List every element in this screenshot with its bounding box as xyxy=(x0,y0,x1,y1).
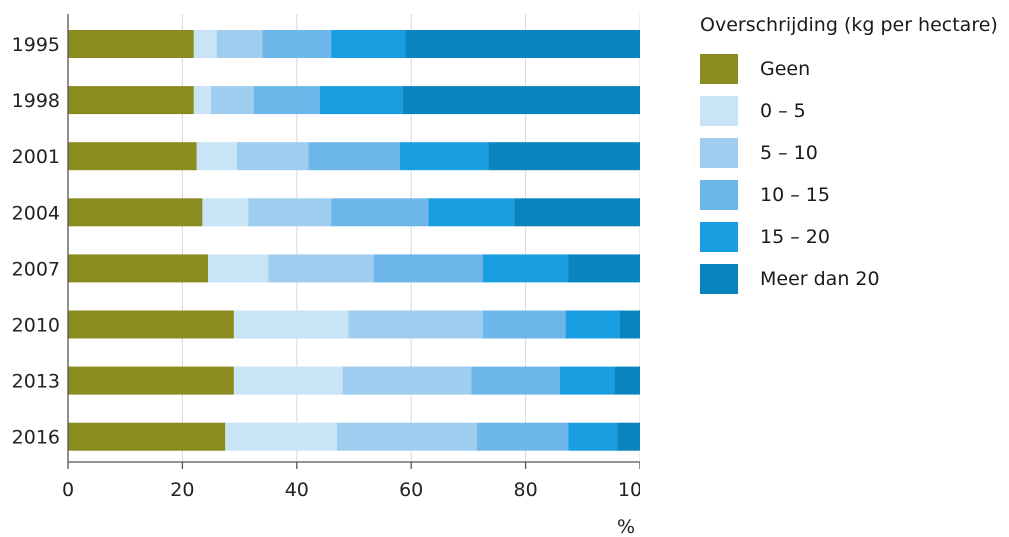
bar-2010-series-3 xyxy=(348,310,483,339)
bar-2013-series-5 xyxy=(559,366,615,395)
legend-label: Meer dan 20 xyxy=(760,268,880,290)
legend-item-1: Geen xyxy=(700,48,998,90)
x-axis-label: % xyxy=(617,516,635,537)
bar-1998-series-3 xyxy=(211,86,254,115)
x-tick-label: 100 xyxy=(618,479,640,501)
bar-1998-series-6 xyxy=(402,86,640,115)
legend-swatch xyxy=(700,264,738,294)
bar-2001-series-4 xyxy=(308,142,400,171)
bar-1998-series-2 xyxy=(193,86,211,115)
bar-2016-series-2 xyxy=(225,422,337,451)
y-tick-label: 2016 xyxy=(12,427,60,449)
bar-2010-series-6 xyxy=(619,310,640,339)
y-tick-label: 2004 xyxy=(12,202,60,224)
bar-2016-series-1 xyxy=(68,422,226,451)
bar-1995-series-6 xyxy=(405,30,640,58)
bar-2013-series-1 xyxy=(68,366,234,395)
legend-swatch xyxy=(700,138,738,168)
x-tick-label: 0 xyxy=(62,479,74,501)
bar-2004-series-3 xyxy=(248,198,332,227)
bar-2004-series-2 xyxy=(202,198,249,227)
legend-swatch xyxy=(700,222,738,252)
bar-2004-series-4 xyxy=(331,198,429,227)
bar-2001-series-5 xyxy=(399,142,489,171)
legend-item-4: 10 – 15 xyxy=(700,174,998,216)
bar-2001-series-6 xyxy=(488,142,640,171)
legend-item-3: 5 – 10 xyxy=(700,132,998,174)
bar-2013-series-2 xyxy=(233,366,343,395)
bar-1995-series-1 xyxy=(68,30,194,58)
bar-2004-series-5 xyxy=(428,198,515,227)
legend-item-5: 15 – 20 xyxy=(700,216,998,258)
legend-title: Overschrijding (kg per hectare) xyxy=(700,14,998,36)
stacked-bar-chart: 1995 1998 2001 2004 2007 2010 2013 2016 0 20 40 60 8… xyxy=(12,14,640,537)
y-tick-label: 1995 xyxy=(12,34,60,56)
bar-2007-series-3 xyxy=(268,254,375,283)
y-tick-label: 2001 xyxy=(12,146,60,168)
x-tick-label: 60 xyxy=(399,479,423,501)
bar-2007-series-6 xyxy=(568,254,640,283)
bar-1995-series-5 xyxy=(331,30,406,58)
bar-2016-series-3 xyxy=(336,422,477,451)
bar-2007-series-4 xyxy=(374,254,483,283)
bar-2013-series-4 xyxy=(471,366,560,395)
x-tick-label: 20 xyxy=(170,479,194,501)
legend-label: 0 – 5 xyxy=(760,100,806,122)
bar-2007-series-5 xyxy=(482,254,569,283)
legend-swatch xyxy=(700,180,738,210)
bar-1998-series-5 xyxy=(319,86,403,115)
bar-2016-series-5 xyxy=(568,422,618,451)
bar-2013-series-6 xyxy=(614,366,640,395)
x-tick-label: 80 xyxy=(514,479,538,501)
bar-2001-series-1 xyxy=(68,142,197,171)
bar-1998-series-4 xyxy=(253,86,320,115)
y-tick-label: 1998 xyxy=(12,90,60,112)
bar-2007-series-1 xyxy=(68,254,209,283)
legend-item-6: Meer dan 20 xyxy=(700,258,998,300)
bar-2001-series-2 xyxy=(196,142,237,171)
y-tick-label: 2013 xyxy=(12,371,60,393)
bar-2010-series-5 xyxy=(565,310,620,339)
y-tick-label: 2007 xyxy=(12,258,60,280)
x-tick-label: 40 xyxy=(285,479,309,501)
legend-label: Geen xyxy=(760,58,811,80)
bar-2010-series-4 xyxy=(482,310,566,339)
bar-2004-series-6 xyxy=(514,198,640,227)
y-tick-label: 2010 xyxy=(12,315,60,337)
bar-2001-series-3 xyxy=(236,142,309,171)
bar-2010-series-2 xyxy=(233,310,349,339)
bar-2004-series-1 xyxy=(68,198,203,227)
bar-1995-series-2 xyxy=(193,30,217,58)
bar-2016-series-4 xyxy=(476,422,569,451)
bar-2007-series-2 xyxy=(208,254,269,283)
legend-item-2: 0 – 5 xyxy=(700,90,998,132)
bar-1995-series-3 xyxy=(216,30,263,58)
legend-label: 10 – 15 xyxy=(760,184,830,206)
bar-1998-series-1 xyxy=(68,86,194,115)
legend: Overschrijding (kg per hectare) Geen 0 – … xyxy=(700,14,998,300)
bar-1995-series-4 xyxy=(262,30,332,58)
legend-swatch xyxy=(700,54,738,84)
legend-label: 5 – 10 xyxy=(760,142,818,164)
legend-items: Geen 0 – 5 5 – 10 10 – 15 15 – 20 Meer dan 20 xyxy=(700,48,998,300)
legend-label: 15 – 20 xyxy=(760,226,830,248)
legend-swatch xyxy=(700,96,738,126)
bar-2013-series-3 xyxy=(342,366,472,395)
bar-2016-series-6 xyxy=(617,422,640,451)
bar-2010-series-1 xyxy=(68,310,234,339)
